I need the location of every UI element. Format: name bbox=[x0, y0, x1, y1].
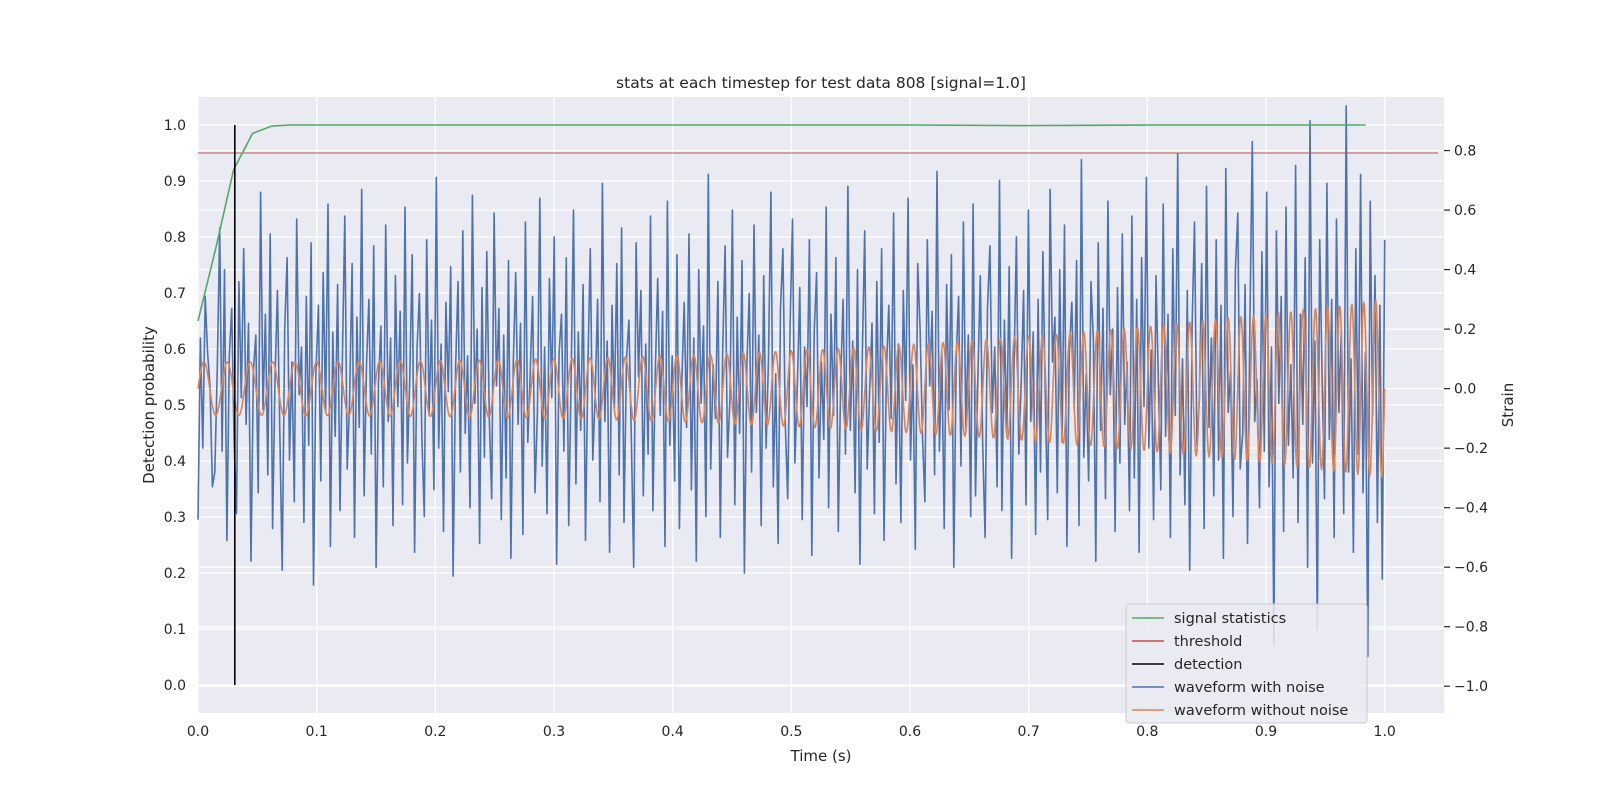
left-axis-label: Detection probability bbox=[140, 326, 158, 484]
x-tick-label: 0.7 bbox=[1018, 724, 1040, 740]
y-left-tick-label: 1.0 bbox=[164, 118, 186, 134]
y-left-tick-label: 0.2 bbox=[164, 566, 186, 582]
x-axis-ticks: 0.0 0.1 0.2 0.3 0.4 0.5 0.6 0.7 0.8 0.9 1.0 bbox=[187, 724, 1396, 740]
right-axis-ticks: −1.0 −0.8 −0.6 −0.4 −0.2 0.0 0.2 0.4 0.6 0.8 bbox=[1444, 144, 1488, 695]
x-tick-label: 0.6 bbox=[899, 724, 921, 740]
left-axis-ticks: 0.0 0.1 0.2 0.3 0.4 0.5 0.6 0.7 0.8 0.9 1.0 bbox=[164, 118, 186, 694]
y-right-tick-label: 0.6 bbox=[1454, 203, 1476, 219]
legend-label-threshold: threshold bbox=[1174, 634, 1242, 650]
x-tick-label: 0.3 bbox=[543, 724, 565, 740]
x-axis-label: Time (s) bbox=[790, 747, 852, 765]
chart-title: stats at each timestep for test data 808… bbox=[616, 74, 1026, 92]
x-tick-label: 1.0 bbox=[1374, 724, 1396, 740]
y-left-tick-label: 0.5 bbox=[164, 398, 186, 414]
legend-label-detection: detection bbox=[1174, 657, 1242, 673]
x-tick-label: 0.9 bbox=[1255, 724, 1277, 740]
x-tick-label: 0.0 bbox=[187, 724, 209, 740]
series-signal-statistics bbox=[197, 124, 1366, 322]
y-left-tick-label: 0.9 bbox=[164, 174, 186, 190]
y-left-tick-label: 0.4 bbox=[164, 454, 186, 470]
y-right-tick-label: −1.0 bbox=[1454, 679, 1488, 695]
y-right-tick-label: −0.8 bbox=[1454, 620, 1488, 636]
x-tick-label: 0.5 bbox=[780, 724, 802, 740]
y-right-tick-label: 0.4 bbox=[1454, 263, 1476, 279]
y-right-tick-label: 0.2 bbox=[1454, 322, 1476, 338]
y-right-tick-label: 0.0 bbox=[1454, 382, 1476, 398]
series-waveform-with-noise bbox=[197, 105, 1386, 658]
y-right-tick-label: −0.2 bbox=[1454, 441, 1488, 457]
legend-label-waveform-without-noise: waveform without noise bbox=[1174, 703, 1348, 719]
legend-label-signal-statistics: signal statistics bbox=[1174, 611, 1286, 627]
x-tick-label: 0.2 bbox=[424, 724, 446, 740]
y-right-tick-label: −0.4 bbox=[1454, 501, 1488, 517]
series-layer bbox=[197, 105, 1439, 685]
right-axis-label: Strain bbox=[1499, 383, 1517, 427]
y-left-tick-label: 0.3 bbox=[164, 510, 186, 526]
x-tick-label: 0.1 bbox=[306, 724, 328, 740]
legend: signal statistics threshold detection wa… bbox=[1125, 603, 1368, 724]
y-left-tick-label: 0.0 bbox=[164, 678, 186, 694]
y-left-tick-label: 0.8 bbox=[164, 230, 186, 246]
y-right-tick-label: −0.6 bbox=[1454, 560, 1488, 576]
y-left-tick-label: 0.7 bbox=[164, 286, 186, 302]
x-tick-label: 0.4 bbox=[662, 724, 684, 740]
legend-label-waveform-with-noise: waveform with noise bbox=[1174, 680, 1325, 696]
x-tick-label: 0.8 bbox=[1136, 724, 1158, 740]
y-left-tick-label: 0.6 bbox=[164, 342, 186, 358]
y-right-tick-label: 0.8 bbox=[1454, 144, 1476, 160]
series-waveform-without-noise bbox=[197, 299, 1386, 479]
legend-box bbox=[1125, 603, 1368, 724]
y-left-tick-label: 0.1 bbox=[164, 622, 186, 638]
